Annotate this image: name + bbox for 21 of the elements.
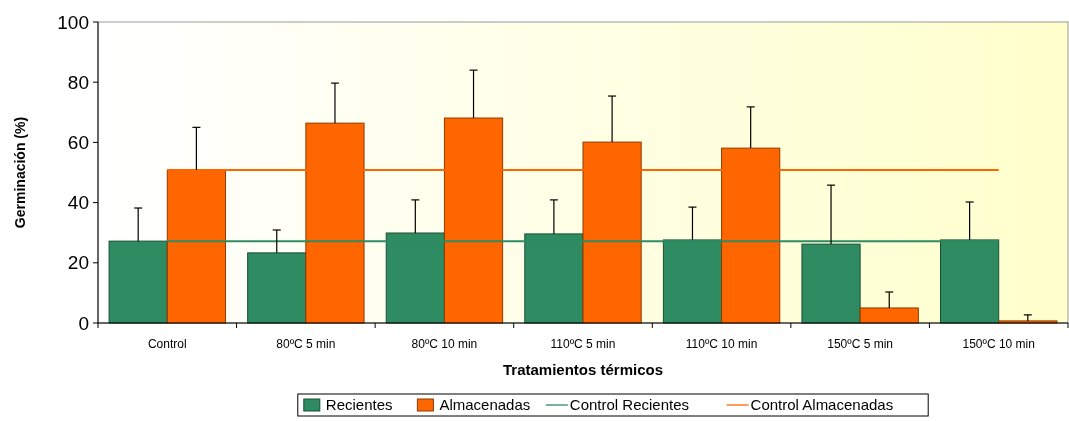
legend-label: Control Almacenadas: [750, 396, 894, 413]
legend-label: Recientes: [325, 396, 393, 413]
x-tick-label: 80ºC 10 min: [411, 337, 478, 351]
y-tick-label: 80: [67, 71, 89, 93]
x-tick-label: 110ºC 5 min: [550, 337, 616, 351]
x-tick-label: Control: [147, 337, 187, 351]
bar: [247, 252, 307, 324]
y-tick-label: 20: [67, 252, 89, 274]
x-tick-label: 150ºC 5 min: [827, 337, 894, 351]
x-axis-title: Tratamientos térmicos: [502, 361, 664, 378]
y-axis-title: Germinación (%): [12, 116, 28, 229]
y-tick-label: 40: [67, 192, 89, 214]
y-tick-label: 0: [78, 312, 89, 334]
x-tick-label: 110ºC 10 min: [685, 337, 758, 351]
legend-label: Almacenadas: [439, 396, 531, 413]
x-tick-label: 150ºC 10 min: [962, 337, 1035, 351]
bar: [859, 307, 919, 324]
y-tick-label: 60: [67, 132, 89, 154]
x-tick-label: 80ºC 5 min: [276, 337, 336, 351]
legend-label: Control Recientes: [569, 396, 690, 413]
y-tick-label: 100: [57, 11, 89, 33]
